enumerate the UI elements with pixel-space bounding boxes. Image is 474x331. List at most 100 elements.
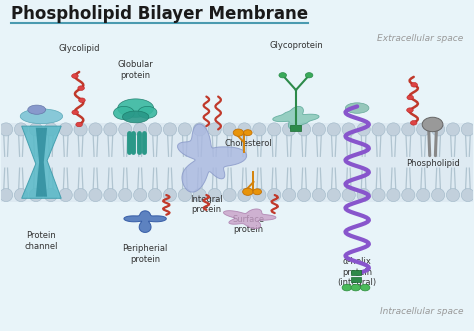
Ellipse shape [74, 123, 87, 136]
Circle shape [342, 284, 352, 291]
Ellipse shape [253, 188, 266, 202]
Polygon shape [138, 107, 157, 118]
Circle shape [351, 284, 360, 291]
Ellipse shape [431, 123, 445, 136]
Text: Peripherial
protein: Peripherial protein [122, 244, 168, 264]
Ellipse shape [372, 188, 385, 202]
Ellipse shape [134, 188, 147, 202]
Ellipse shape [387, 188, 400, 202]
Text: α-helix
protein
(integral): α-helix protein (integral) [337, 258, 377, 287]
Ellipse shape [387, 123, 400, 136]
Circle shape [360, 284, 370, 291]
Ellipse shape [431, 188, 445, 202]
Ellipse shape [178, 188, 191, 202]
Ellipse shape [29, 123, 43, 136]
Ellipse shape [20, 109, 63, 124]
Ellipse shape [283, 123, 296, 136]
Text: Glycolipid: Glycolipid [58, 44, 100, 53]
Circle shape [243, 188, 253, 195]
Ellipse shape [346, 103, 369, 113]
Ellipse shape [342, 123, 356, 136]
Ellipse shape [44, 188, 57, 202]
Ellipse shape [104, 123, 117, 136]
Ellipse shape [447, 123, 460, 136]
Circle shape [244, 130, 252, 136]
Polygon shape [118, 99, 154, 117]
Polygon shape [114, 107, 134, 119]
Ellipse shape [401, 123, 415, 136]
Ellipse shape [134, 123, 147, 136]
Circle shape [279, 72, 286, 78]
Text: Cholesterol: Cholesterol [225, 139, 273, 148]
Circle shape [79, 98, 85, 103]
Ellipse shape [59, 123, 73, 136]
Ellipse shape [208, 123, 221, 136]
Ellipse shape [193, 188, 206, 202]
Ellipse shape [104, 188, 117, 202]
Ellipse shape [28, 105, 46, 114]
Ellipse shape [268, 188, 281, 202]
Ellipse shape [223, 123, 236, 136]
Ellipse shape [327, 188, 340, 202]
Polygon shape [178, 124, 246, 192]
Ellipse shape [118, 123, 132, 136]
Bar [351, 277, 361, 282]
Ellipse shape [89, 188, 102, 202]
Circle shape [78, 86, 84, 90]
Ellipse shape [312, 123, 326, 136]
Ellipse shape [44, 123, 57, 136]
Polygon shape [124, 211, 166, 232]
Polygon shape [122, 111, 149, 123]
Circle shape [76, 122, 82, 127]
Ellipse shape [298, 188, 310, 202]
Circle shape [72, 110, 79, 115]
Ellipse shape [0, 188, 13, 202]
Ellipse shape [148, 188, 162, 202]
Ellipse shape [298, 123, 310, 136]
Polygon shape [223, 209, 276, 229]
Ellipse shape [14, 188, 27, 202]
Ellipse shape [193, 123, 206, 136]
Ellipse shape [178, 123, 191, 136]
Ellipse shape [357, 188, 370, 202]
Text: Protein
channel: Protein channel [25, 231, 58, 251]
Ellipse shape [461, 188, 474, 202]
Bar [351, 270, 361, 275]
Ellipse shape [208, 188, 221, 202]
Ellipse shape [357, 123, 370, 136]
Ellipse shape [0, 123, 13, 136]
Ellipse shape [342, 188, 356, 202]
Text: Phospholipid Bilayer Membrane: Phospholipid Bilayer Membrane [11, 5, 308, 23]
Polygon shape [22, 126, 61, 198]
Circle shape [253, 189, 262, 195]
Ellipse shape [238, 123, 251, 136]
Text: Intracellular space: Intracellular space [380, 307, 463, 316]
Ellipse shape [268, 123, 281, 136]
Ellipse shape [164, 123, 176, 136]
Ellipse shape [283, 188, 296, 202]
Ellipse shape [417, 188, 430, 202]
Circle shape [407, 108, 413, 113]
Ellipse shape [253, 123, 266, 136]
Ellipse shape [74, 188, 87, 202]
Ellipse shape [372, 123, 385, 136]
Text: Integral
protein: Integral protein [190, 195, 223, 214]
Ellipse shape [118, 188, 132, 202]
Text: Glycoprotein: Glycoprotein [269, 41, 323, 50]
Circle shape [72, 74, 78, 78]
Ellipse shape [89, 123, 102, 136]
Ellipse shape [223, 188, 236, 202]
Circle shape [411, 82, 418, 87]
Ellipse shape [401, 188, 415, 202]
Ellipse shape [327, 123, 340, 136]
Ellipse shape [164, 188, 176, 202]
Text: Globular
protein: Globular protein [118, 61, 154, 80]
Ellipse shape [148, 123, 162, 136]
Ellipse shape [59, 188, 73, 202]
Text: Extracellular space: Extracellular space [377, 34, 463, 43]
Ellipse shape [312, 188, 326, 202]
Circle shape [410, 120, 417, 125]
Ellipse shape [14, 123, 27, 136]
Circle shape [233, 129, 244, 136]
Text: Phospholipid: Phospholipid [406, 159, 459, 168]
